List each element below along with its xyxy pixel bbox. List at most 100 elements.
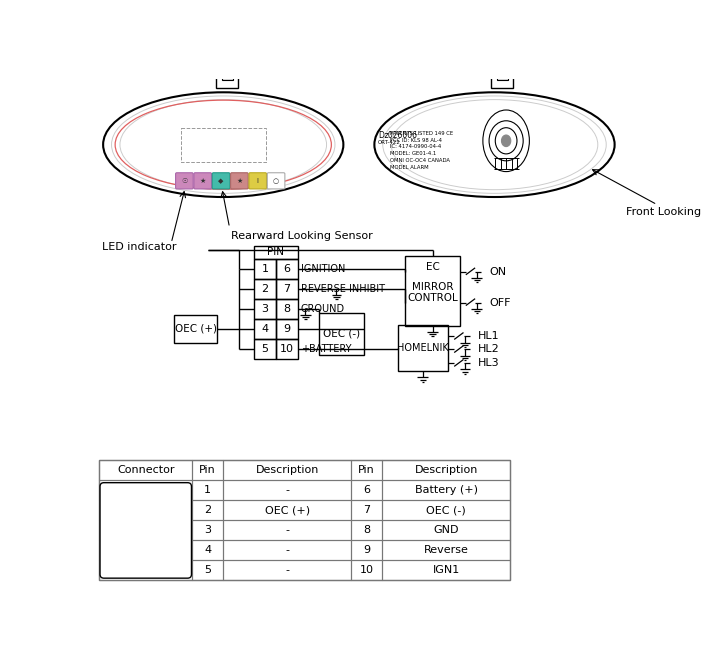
Text: REVERSE INHIBIT: REVERSE INHIBIT <box>301 284 385 294</box>
Bar <box>276 279 298 298</box>
Text: 6: 6 <box>112 527 116 532</box>
Text: Pin: Pin <box>358 465 375 475</box>
Text: 1: 1 <box>112 513 116 518</box>
Bar <box>382 541 510 560</box>
Bar <box>100 541 192 560</box>
Text: HOMELNIK: HOMELNIK <box>397 343 449 353</box>
Bar <box>192 480 223 500</box>
Text: 10: 10 <box>280 344 294 354</box>
Text: 3: 3 <box>137 513 141 518</box>
Text: CONTROL: CONTROL <box>407 293 458 303</box>
Text: ON: ON <box>489 267 506 277</box>
Text: IC: 4174-0990-04-4: IC: 4174-0990-04-4 <box>390 145 441 149</box>
Text: 7: 7 <box>124 527 128 532</box>
Text: ★: ★ <box>236 178 243 184</box>
Bar <box>351 541 382 560</box>
FancyBboxPatch shape <box>175 173 193 189</box>
Text: FCC ID: KLS 98 AL-4: FCC ID: KLS 98 AL-4 <box>390 137 442 143</box>
Bar <box>254 279 276 298</box>
Bar <box>254 298 276 319</box>
Text: HL1: HL1 <box>477 331 499 341</box>
Bar <box>382 480 510 500</box>
Bar <box>397 325 448 371</box>
Text: Rearward Looking Sensor: Rearward Looking Sensor <box>231 230 373 240</box>
Bar <box>494 68 510 73</box>
Bar <box>217 71 238 88</box>
Bar <box>223 500 351 520</box>
Ellipse shape <box>374 92 615 197</box>
Text: 9: 9 <box>363 545 370 556</box>
Text: IGNITION: IGNITION <box>301 263 345 274</box>
Text: HL2: HL2 <box>477 345 499 354</box>
Text: GROUND: GROUND <box>301 304 345 314</box>
Bar <box>382 560 510 581</box>
Bar <box>160 519 168 527</box>
Text: 2: 2 <box>204 506 211 515</box>
Bar <box>276 339 298 359</box>
Bar <box>223 461 351 480</box>
Text: 8: 8 <box>363 525 370 535</box>
Text: OEC (+): OEC (+) <box>175 323 217 334</box>
Ellipse shape <box>501 135 511 147</box>
Text: 6: 6 <box>363 485 370 496</box>
Bar <box>100 560 192 581</box>
Bar <box>100 520 192 541</box>
Text: PIN: PIN <box>268 248 285 257</box>
Text: -: - <box>285 545 290 556</box>
Bar <box>100 480 192 500</box>
Text: ORT-422: ORT-422 <box>379 140 401 145</box>
Text: MODEL ALARM: MODEL ALARM <box>390 165 428 170</box>
Ellipse shape <box>103 92 343 197</box>
Text: 2: 2 <box>261 284 268 294</box>
Bar <box>497 73 508 80</box>
Bar <box>192 560 223 581</box>
Text: 2: 2 <box>124 513 128 518</box>
FancyBboxPatch shape <box>100 482 191 578</box>
Text: 1: 1 <box>261 263 268 274</box>
Bar <box>351 500 382 520</box>
Text: ☉: ☉ <box>182 178 187 184</box>
Bar <box>351 560 382 581</box>
Bar <box>123 533 130 541</box>
Text: Front Looking Sensor: Front Looking Sensor <box>626 207 701 217</box>
Bar <box>276 298 298 319</box>
Bar <box>181 128 266 162</box>
Bar <box>219 68 235 73</box>
Bar <box>405 256 460 325</box>
Bar <box>123 519 130 527</box>
Text: 8: 8 <box>283 304 290 314</box>
Text: MODEL: GE01-4.1: MODEL: GE01-4.1 <box>390 151 436 156</box>
Text: ★: ★ <box>200 178 206 184</box>
Text: 9: 9 <box>149 527 154 532</box>
Text: Description: Description <box>414 465 478 475</box>
Text: EC: EC <box>426 262 440 272</box>
Text: 4: 4 <box>204 545 211 556</box>
Text: Pin: Pin <box>199 465 216 475</box>
Bar <box>135 533 142 541</box>
Bar <box>100 461 510 581</box>
Bar <box>491 71 513 88</box>
Text: MIRROR: MIRROR <box>411 282 454 292</box>
Text: OMNI OC-OC4 CANADA: OMNI OC-OC4 CANADA <box>390 158 450 163</box>
Bar <box>192 520 223 541</box>
Text: LED indicator: LED indicator <box>102 242 176 252</box>
Text: Description: Description <box>255 465 319 475</box>
Bar <box>254 259 276 279</box>
Bar <box>161 491 173 500</box>
Bar <box>147 533 155 541</box>
Text: 3: 3 <box>261 304 268 314</box>
Text: ǲ026006: ǲ026006 <box>379 131 417 140</box>
Text: 6: 6 <box>283 263 290 274</box>
Ellipse shape <box>383 96 606 193</box>
Text: 5: 5 <box>204 566 211 576</box>
Bar <box>223 560 351 581</box>
Bar <box>276 259 298 279</box>
Text: -: - <box>285 566 290 576</box>
Text: 3: 3 <box>204 525 211 535</box>
Bar <box>382 520 510 541</box>
Bar <box>160 533 168 541</box>
Text: 7: 7 <box>283 284 290 294</box>
Text: PATENTS LISTED 149 CE: PATENTS LISTED 149 CE <box>390 131 453 135</box>
Bar <box>222 73 233 80</box>
FancyBboxPatch shape <box>267 173 285 189</box>
